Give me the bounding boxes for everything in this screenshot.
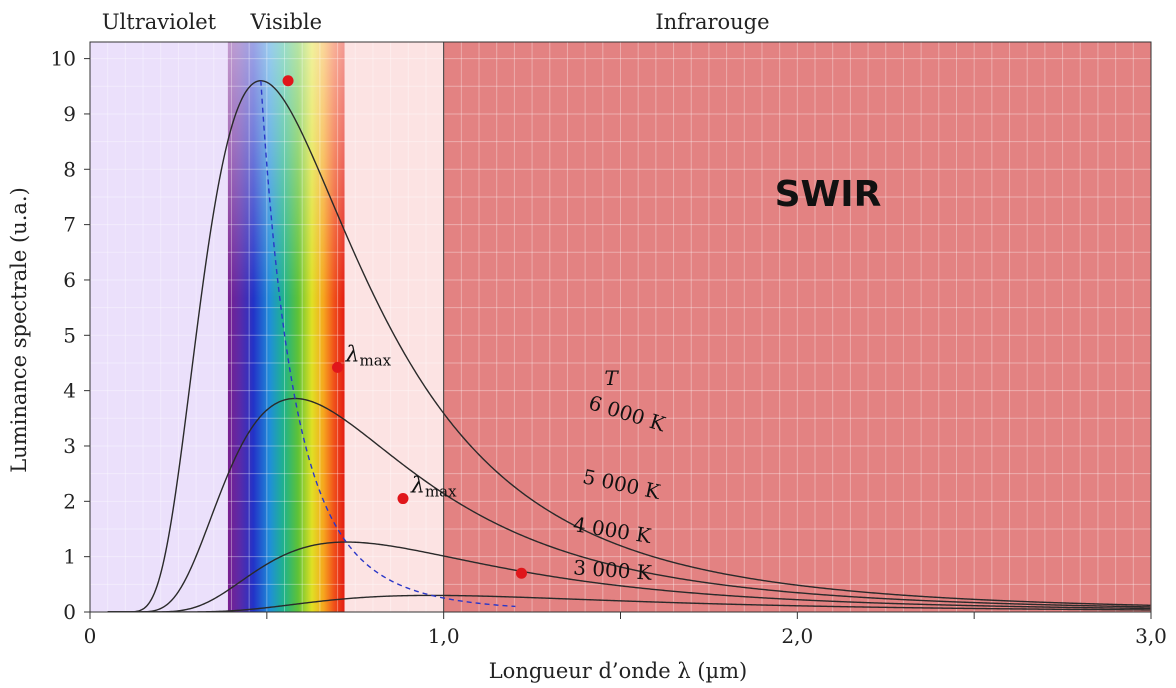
- y-tick-label: 4: [63, 379, 76, 403]
- y-tick-label: 1: [63, 545, 76, 569]
- series-line-5000k: [107, 397, 1151, 612]
- series-label-3000k: 3 000 K: [572, 555, 653, 584]
- x-tick-label: 0: [84, 624, 97, 648]
- peak-point-3000k: [515, 567, 527, 579]
- y-tick-label: 9: [63, 102, 76, 126]
- region-visible-fade: [227, 42, 345, 612]
- y-tick-label: 8: [63, 157, 76, 181]
- series-line-4000k: [107, 541, 1151, 612]
- x-tick-label: 2,0: [781, 624, 813, 648]
- y-tick-label: 3: [63, 434, 76, 458]
- y-tick-label: 2: [63, 489, 76, 513]
- y-tick-label: 0: [63, 600, 76, 624]
- x-axis-title: Longueur d’onde λ (µm): [489, 659, 748, 683]
- swir-label: SWIR: [775, 174, 882, 215]
- temperature-symbol: T: [604, 366, 619, 390]
- axes: 0 1,0 2,0 3,0 0 1 2 3 4 5 6 7 8 9 10: [51, 41, 1167, 648]
- series-line-3000k: [107, 594, 1151, 612]
- lambda-max-label: λmax: [410, 474, 457, 501]
- series-layer: [107, 80, 1151, 612]
- y-axis-title: Luminance spectrale (u.a.): [7, 187, 31, 473]
- regions: [90, 42, 1152, 612]
- series-line-6000k: [107, 80, 1151, 612]
- y-tick-label: 10: [51, 47, 76, 71]
- grid: [90, 42, 1151, 612]
- peak-point-6000k: [282, 75, 294, 87]
- x-tick-label: 1,0: [428, 624, 460, 648]
- y-tick-label: 7: [63, 213, 76, 237]
- lambda-max-label: λmax: [345, 342, 392, 369]
- region-label-visible: Visible: [249, 10, 322, 34]
- x-tick-label: 3,0: [1135, 624, 1167, 648]
- region-label-ultraviolet: Ultraviolet: [102, 10, 217, 34]
- wien-locus-layer: [260, 75, 527, 608]
- region-ultraviolet: [90, 42, 228, 612]
- y-tick-label: 6: [63, 268, 76, 292]
- y-tick-label: 5: [63, 323, 76, 347]
- region-swir: [443, 42, 1152, 612]
- peak-point-4000k: [397, 493, 409, 505]
- peak-point-5000k: [332, 361, 344, 373]
- region-label-infrarouge: Infrarouge: [655, 10, 769, 34]
